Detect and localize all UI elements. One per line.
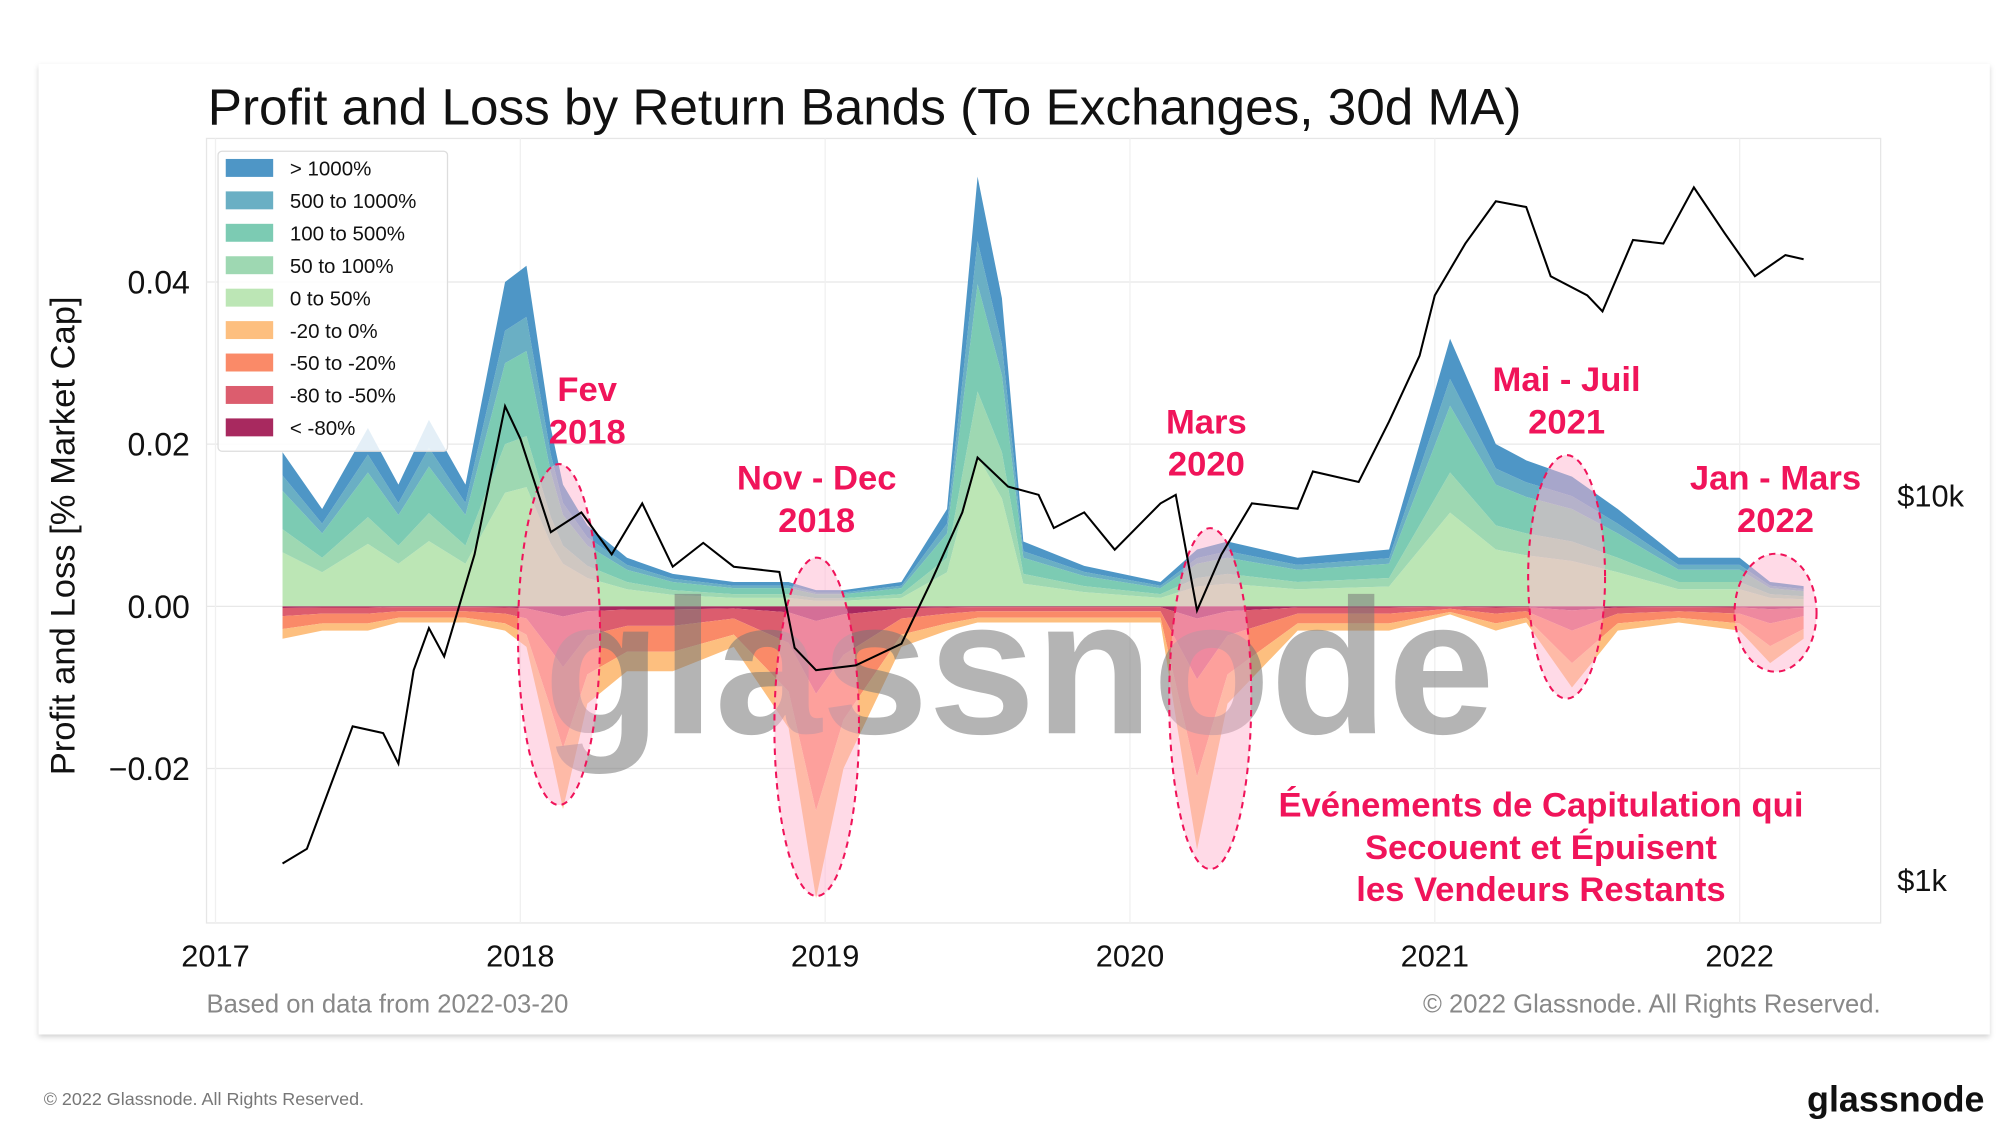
area-band-50-to-100 xyxy=(282,391,1804,601)
x-axis-ticks: 2017 2018 2019 2020 2021 2022 xyxy=(181,939,1774,974)
annotation-label: 2022 xyxy=(1737,502,1814,540)
annotation-ellipse xyxy=(1527,454,1607,700)
legend-label: -50 to -20% xyxy=(290,352,396,375)
legend-label: -20 to 0% xyxy=(290,320,378,343)
legend-label: 500 to 1000% xyxy=(290,190,417,213)
annotation-label: Mars xyxy=(1166,403,1247,441)
x-tick-label: 2020 xyxy=(1096,939,1164,974)
y-tick-label: 0.02 xyxy=(128,427,190,463)
area-band-0-to-50 xyxy=(282,455,1804,607)
legend-label: 50 to 100% xyxy=(290,255,394,278)
glassnode-logo: glassnode xyxy=(1807,1079,1984,1119)
annotation-ellipses xyxy=(516,454,1818,898)
right-tick-label: $1k xyxy=(1897,863,1947,898)
legend-label: > 1000% xyxy=(290,158,372,181)
x-tick-label: 2019 xyxy=(791,939,859,974)
annotation-label: 2021 xyxy=(1528,403,1605,441)
annotations: Fev 2018 Nov - Dec 2018 Mars 2020 Mai - Juil 20… xyxy=(549,361,1861,909)
annotation-label: 2020 xyxy=(1168,446,1245,484)
legend-swatch xyxy=(225,158,274,177)
watermark: glassnode xyxy=(544,559,1495,774)
legend-swatch xyxy=(225,353,274,372)
footer-copyright: © 2022 Glassnode. All Rights Reserved. xyxy=(44,1089,364,1109)
annotation-label: 2018 xyxy=(549,414,626,452)
y-axis-label: Profit and Loss [% Market Cap] xyxy=(44,296,82,775)
legend-box xyxy=(217,150,449,452)
x-tick-label: 2021 xyxy=(1401,939,1469,974)
annotation-ellipse xyxy=(516,463,602,807)
annotation-ellipse xyxy=(1733,552,1818,673)
chart-copyright: © 2022 Glassnode. All Rights Reserved. xyxy=(1423,991,1881,1019)
annotation-label: Jan - Mars xyxy=(1690,460,1861,498)
legend-swatch xyxy=(225,321,274,340)
area-series xyxy=(282,176,1804,899)
right-axis-ticks: $10k $1k xyxy=(1897,478,1964,898)
legend-label: < -80% xyxy=(290,417,356,440)
annotation-label: Secouent et Épuisent xyxy=(1365,827,1717,867)
annotation-label: 2018 xyxy=(778,502,855,540)
annotation-label: Fev xyxy=(557,371,617,409)
annotation-label: Nov - Dec xyxy=(737,460,897,498)
source-note: Based on data from 2022-03-20 xyxy=(207,991,569,1019)
area-band-100-to-500 xyxy=(282,284,1804,599)
y-axis-ticks: 0.04 0.02 0.00 −0.02 xyxy=(109,265,190,787)
price-line xyxy=(282,185,1804,865)
legend-label: -80 to -50% xyxy=(290,385,396,408)
legend-swatch xyxy=(225,256,274,275)
legend-swatch xyxy=(225,191,274,210)
legend-swatch xyxy=(225,418,274,437)
x-tick-label: 2018 xyxy=(486,939,554,974)
annotation-label: Événements de Capitulation qui xyxy=(1278,785,1803,825)
chart-title: Profit and Loss by Return Bands (To Exch… xyxy=(208,78,1522,135)
x-tick-label: 2022 xyxy=(1705,939,1773,974)
y-tick-label: −0.02 xyxy=(109,751,190,787)
annotation-ellipse xyxy=(773,556,861,898)
annotation-ellipse xyxy=(1168,527,1253,871)
y-tick-label: 0.00 xyxy=(128,589,190,625)
legend-label: 0 to 50% xyxy=(290,287,371,310)
legend-swatch xyxy=(225,223,274,242)
legend-swatch xyxy=(225,288,274,307)
legend: > 1000% 500 to 1000% 100 to 500% 50 to 100%… xyxy=(217,150,449,452)
legend-label: 100 to 500% xyxy=(290,222,405,245)
annotation-label: les Vendeurs Restants xyxy=(1356,871,1725,909)
right-tick-label: $10k xyxy=(1897,478,1964,513)
y-tick-label: 0.04 xyxy=(128,265,190,301)
annotation-label: Mai - Juil xyxy=(1493,361,1641,399)
legend-swatch xyxy=(225,385,274,404)
x-tick-label: 2017 xyxy=(181,939,249,974)
